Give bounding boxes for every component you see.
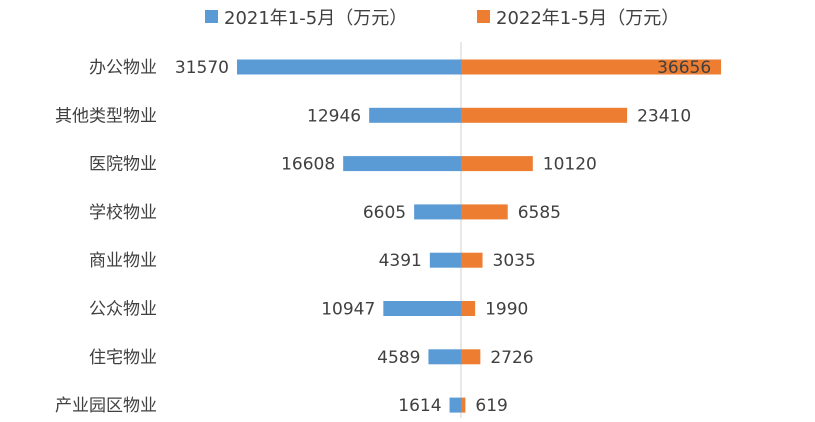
- bar-2022: [461, 59, 722, 75]
- bar-2022: [461, 349, 481, 365]
- legend-label-2022: 2022年1-5月（万元）: [496, 8, 679, 29]
- bar-2021: [429, 252, 461, 268]
- category-label: 公众物业: [89, 300, 157, 320]
- chart-row: 公众物业 10947 1990: [89, 300, 528, 320]
- data-label-2021: 12946: [307, 106, 361, 126]
- bar-2021: [369, 107, 461, 123]
- bar-2022: [461, 204, 508, 220]
- chart-row: 产业园区物业 1614 619: [55, 396, 508, 416]
- category-label: 其他类型物业: [55, 106, 157, 126]
- chart-rows: 办公物业 31570 36656 其他类型物业 12946 23410 医院物业 16608 1…: [55, 58, 722, 416]
- data-label-2021: 4589: [377, 348, 420, 368]
- chart-row: 办公物业 31570 36656: [89, 58, 722, 78]
- chart-row: 住宅物业 4589 2726: [89, 348, 534, 368]
- legend: 2021年1-5月（万元） 2022年1-5月（万元）: [205, 8, 679, 29]
- data-label-2021: 16608: [281, 155, 335, 175]
- chart-row: 医院物业 16608 10120: [89, 155, 597, 175]
- chart-row: 其他类型物业 12946 23410: [55, 106, 691, 126]
- category-label: 医院物业: [89, 155, 157, 175]
- bar-2021: [428, 349, 461, 365]
- bar-2021: [237, 59, 461, 75]
- data-label-2022: 1990: [485, 300, 528, 320]
- bar-2022: [461, 252, 483, 268]
- data-label-2021: 10947: [321, 300, 375, 320]
- category-label: 办公物业: [89, 58, 157, 78]
- bar-2021: [343, 156, 461, 172]
- data-label-2022: 619: [475, 396, 507, 416]
- bar-2022: [461, 156, 533, 172]
- data-label-2021: 6605: [363, 203, 406, 223]
- data-label-2022: 10120: [543, 155, 597, 175]
- legend-swatch-2021: [205, 10, 218, 23]
- bar-2021: [449, 397, 461, 413]
- category-label: 产业园区物业: [55, 396, 157, 416]
- chart-row: 商业物业 4391 3035: [89, 251, 536, 271]
- bar-2021: [414, 204, 461, 220]
- legend-swatch-2022: [477, 10, 490, 23]
- category-label: 学校物业: [89, 203, 157, 223]
- data-label-2022: 23410: [637, 106, 691, 126]
- bar-2021: [383, 301, 461, 316]
- data-label-2022: 36656: [657, 58, 711, 78]
- data-label-2022: 2726: [490, 348, 533, 368]
- bar-2022: [461, 107, 628, 123]
- data-label-2021: 31570: [175, 58, 229, 78]
- bar-2022: [461, 301, 476, 316]
- category-label: 商业物业: [89, 251, 157, 271]
- data-label-2021: 4391: [379, 251, 422, 271]
- chart-row: 学校物业 6605 6585: [89, 203, 561, 223]
- bar-2022: [461, 397, 466, 413]
- legend-label-2021: 2021年1-5月（万元）: [224, 8, 407, 29]
- data-label-2021: 1614: [398, 396, 441, 416]
- data-label-2022: 3035: [493, 251, 536, 271]
- data-label-2022: 6585: [518, 203, 561, 223]
- category-label: 住宅物业: [89, 348, 157, 368]
